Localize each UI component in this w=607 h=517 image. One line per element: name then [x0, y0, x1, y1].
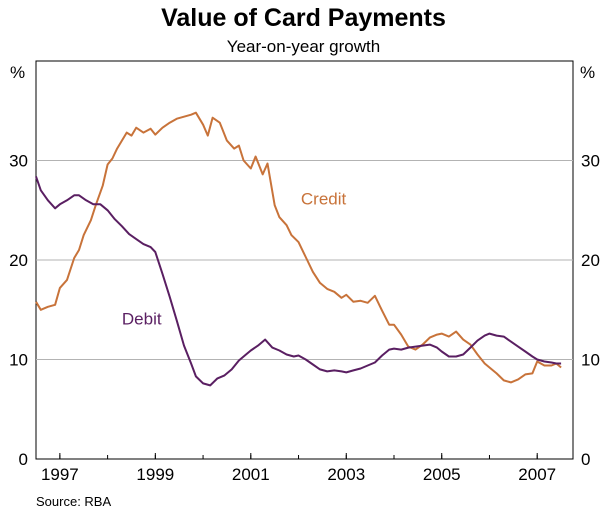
- label-debit: Debit: [122, 310, 162, 329]
- y-tick-left: 0: [19, 450, 28, 469]
- series-annotations: Credit Debit: [122, 189, 347, 328]
- x-tick-label: 2003: [327, 465, 365, 484]
- x-tick-labels: 1997 1999 2001 2003 2005 2007: [41, 453, 556, 484]
- y-tick-left: 30: [9, 152, 28, 171]
- y-tick-right: 30: [581, 152, 600, 171]
- x-tick-label: 2007: [518, 465, 556, 484]
- chart-subtitle: Year-on-year growth: [227, 37, 380, 56]
- series-lines: [35, 111, 562, 387]
- series-line-debit: [35, 176, 562, 387]
- y-unit-left: %: [10, 63, 25, 82]
- y-tick-right: 20: [581, 251, 600, 270]
- x-tick-label: 2005: [423, 465, 461, 484]
- x-tick-label: 2001: [232, 465, 270, 484]
- label-credit: Credit: [301, 189, 347, 208]
- x-tick-label: 1999: [136, 465, 174, 484]
- y-unit-right: %: [580, 63, 595, 82]
- chart-title: Value of Card Payments: [161, 4, 446, 32]
- x-tick-label: 1997: [41, 465, 79, 484]
- y-tick-left: 20: [9, 251, 28, 270]
- y-tick-right: 10: [581, 351, 600, 370]
- y-tick-left: 10: [9, 351, 28, 370]
- y-tick-labels: 0 0 10 10 20 20 30 30: [9, 152, 600, 470]
- series-line-credit: [35, 111, 562, 384]
- source-note: Source: RBA: [36, 494, 111, 509]
- y-tick-right: 0: [581, 450, 590, 469]
